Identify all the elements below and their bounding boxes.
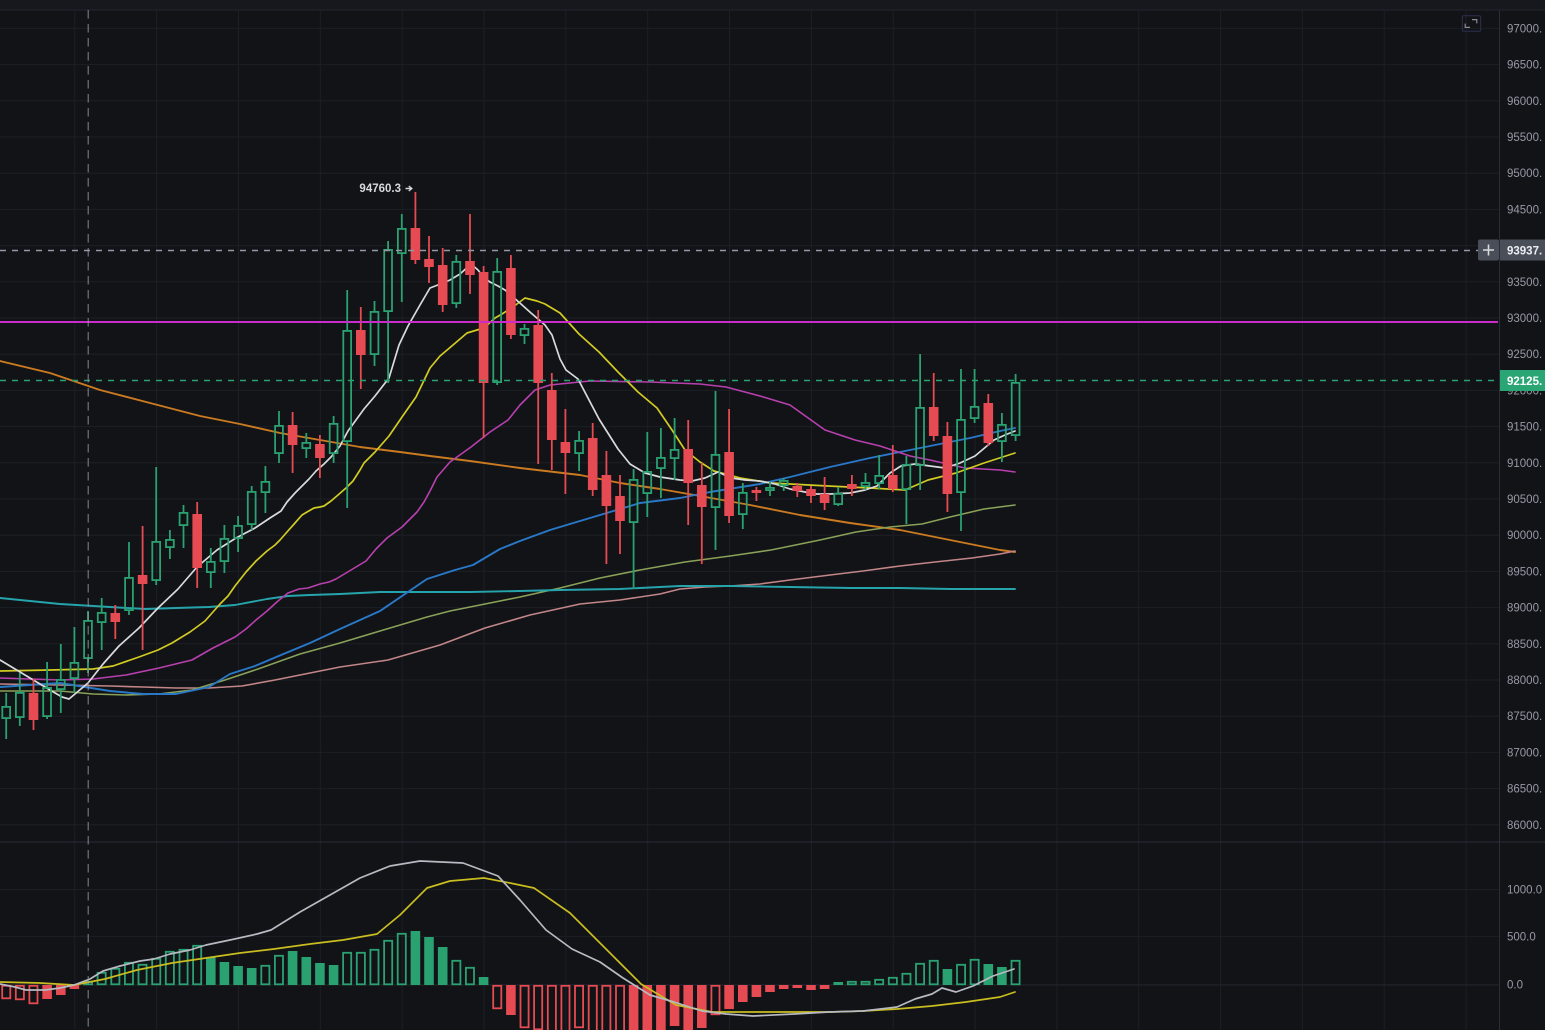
svg-text:95000.: 95000. (1507, 168, 1542, 180)
svg-text:97000.: 97000. (1507, 23, 1542, 35)
svg-text:500.0: 500.0 (1507, 931, 1536, 943)
svg-text:88000.: 88000. (1507, 675, 1542, 687)
svg-text:89000.: 89000. (1507, 603, 1542, 615)
svg-text:91500.: 91500. (1507, 422, 1542, 434)
svg-text:0.0: 0.0 (1507, 980, 1523, 992)
svg-text:86500.: 86500. (1507, 784, 1542, 796)
svg-text:87500.: 87500. (1507, 711, 1542, 723)
svg-text:94500.: 94500. (1507, 204, 1542, 216)
svg-text:96500.: 96500. (1507, 60, 1542, 72)
svg-text:88500.: 88500. (1507, 639, 1542, 651)
svg-text:86000.: 86000. (1507, 820, 1542, 832)
svg-text:91000.: 91000. (1507, 458, 1542, 470)
svg-text:96000.: 96000. (1507, 96, 1542, 108)
svg-text:95500.: 95500. (1507, 132, 1542, 144)
svg-text:94760.3: 94760.3 (359, 183, 401, 195)
svg-text:93937.: 93937. (1507, 246, 1542, 258)
svg-text:1000.0: 1000.0 (1507, 885, 1542, 897)
svg-text:90000.: 90000. (1507, 530, 1542, 542)
svg-text:92500.: 92500. (1507, 349, 1542, 361)
svg-text:87000.: 87000. (1507, 747, 1542, 759)
svg-text:89500.: 89500. (1507, 566, 1542, 578)
svg-text:93500.: 93500. (1507, 277, 1542, 289)
svg-text:92125.: 92125. (1507, 376, 1542, 388)
svg-text:93000.: 93000. (1507, 313, 1542, 325)
svg-text:90500.: 90500. (1507, 494, 1542, 506)
